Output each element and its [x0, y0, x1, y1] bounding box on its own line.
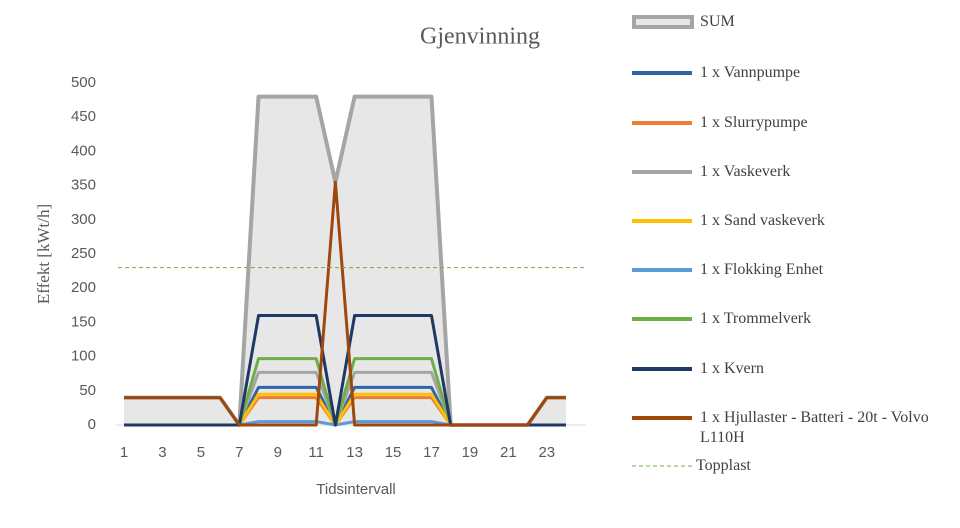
legend-label: 1 x Vannpumpe — [700, 64, 801, 81]
legend-label: Topplast — [696, 457, 751, 474]
y-tick-label: 50 — [79, 382, 96, 399]
legend-swatch — [632, 15, 694, 29]
legend-label: 1 x Trommelverk — [700, 310, 812, 327]
y-tick-label: 250 — [71, 245, 96, 262]
x-tick-label: 21 — [500, 444, 517, 461]
legend-label: 1 x Flokking Enhet — [700, 261, 824, 278]
legend-label: SUM — [700, 13, 735, 30]
legend-label: 1 x Kvern — [700, 360, 764, 377]
y-tick-label: 300 — [71, 211, 96, 228]
legend-label: 1 x Hjullaster - Batteri - 20t - Volvo L… — [700, 409, 929, 446]
x-axis-label: Tidsintervall — [316, 481, 395, 498]
x-tick-label: 7 — [235, 444, 243, 461]
sum-area — [124, 96, 566, 426]
x-tick-label: 3 — [158, 444, 166, 461]
legend-label: 1 x Slurrypumpe — [700, 114, 808, 131]
y-tick-label: 500 — [71, 74, 96, 91]
x-tick-label: 19 — [462, 444, 479, 461]
legend-label: 1 x Sand vaskeverk — [700, 212, 825, 229]
y-tick-label: 200 — [71, 279, 96, 296]
x-tick-label: 15 — [385, 444, 402, 461]
x-tick-label: 9 — [274, 444, 282, 461]
x-tick-label: 1 — [120, 444, 128, 461]
y-axis-label: Effekt [kWt/h] — [34, 204, 53, 304]
x-tick-label: 23 — [538, 444, 555, 461]
y-tick-label: 100 — [71, 348, 96, 365]
chart-title: Gjenvinning — [420, 24, 540, 50]
y-tick-label: 450 — [71, 108, 96, 125]
legend-label: 1 x Vaskeverk — [700, 163, 791, 180]
x-tick-label: 17 — [423, 444, 440, 461]
y-tick-label: 150 — [71, 313, 96, 330]
y-tick-label: 350 — [71, 177, 96, 194]
y-tick-label: 400 — [71, 142, 96, 159]
x-tick-label: 5 — [197, 444, 205, 461]
x-tick-label: 13 — [346, 444, 363, 461]
y-tick-label: 0 — [88, 416, 96, 433]
series-line — [124, 180, 566, 427]
x-tick-label: 11 — [308, 444, 324, 461]
